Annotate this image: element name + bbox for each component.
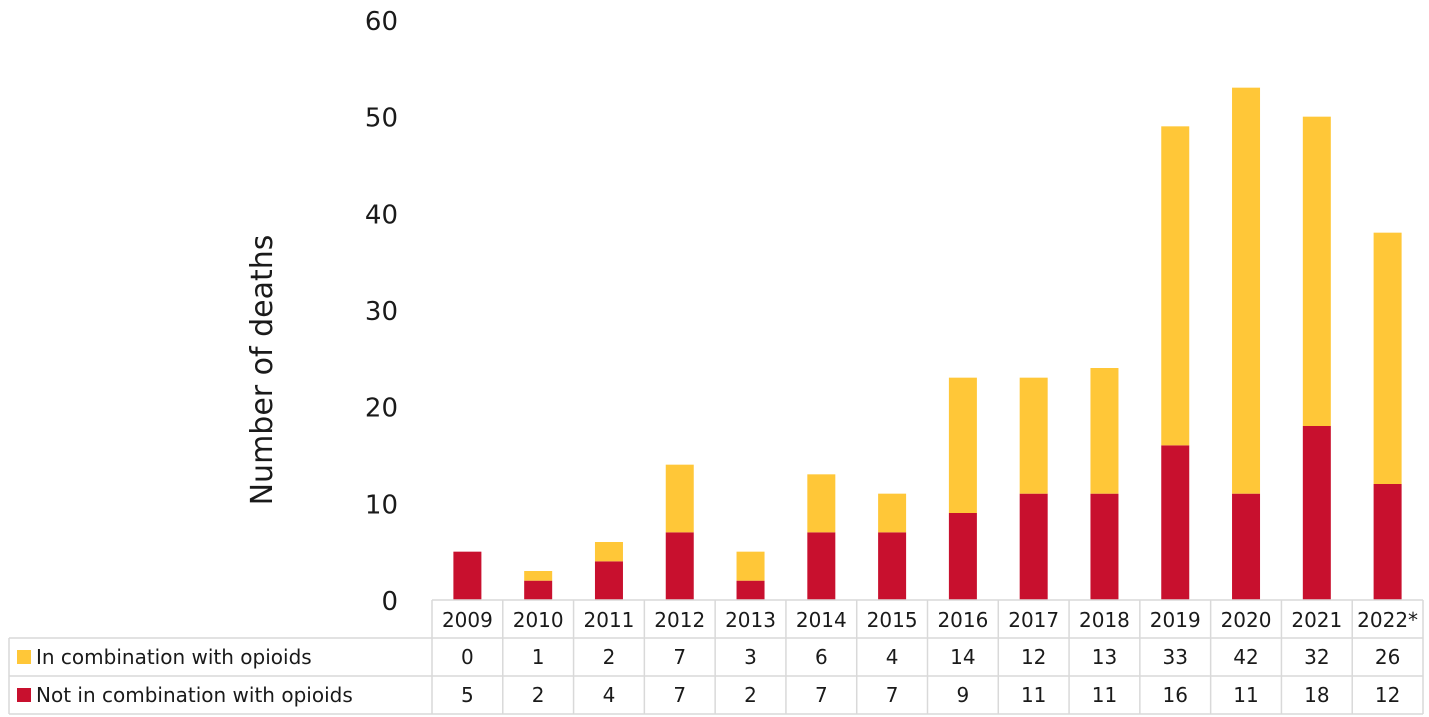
x-tick-label: 2012	[654, 608, 705, 632]
x-tick-label: 2020	[1221, 608, 1272, 632]
bar-segment-series-1-2022*	[1373, 232, 1402, 484]
bar-segment-series-0-2011	[594, 561, 623, 600]
table-cell: 12	[1375, 683, 1400, 707]
x-tick-label: 2015	[867, 608, 918, 632]
x-tick-label: 2016	[937, 608, 988, 632]
legend-label: Not in combination with opioids	[36, 683, 353, 707]
bar-segment-series-1-2019	[1161, 126, 1190, 446]
legend-swatch	[17, 650, 31, 664]
table-cell: 2	[532, 683, 545, 707]
table-cell: 14	[950, 645, 975, 669]
table-cell: 13	[1092, 645, 1117, 669]
x-tick-label: 2009	[442, 608, 493, 632]
bar-segment-series-1-2020	[1232, 87, 1261, 494]
table-cell: 0	[461, 645, 474, 669]
x-tick-label: 2013	[725, 608, 776, 632]
bar-segment-series-1-2014	[807, 474, 836, 533]
bar-segment-series-0-2009	[453, 551, 482, 600]
table-cell: 7	[886, 683, 899, 707]
x-tick-label: 2017	[1008, 608, 1059, 632]
bar-segment-series-0-2010	[524, 580, 553, 600]
table-cell: 42	[1233, 645, 1258, 669]
y-tick-label: 40	[365, 200, 398, 230]
table-cell: 26	[1375, 645, 1400, 669]
table-cell: 11	[1233, 683, 1258, 707]
table-cell: 4	[603, 683, 616, 707]
bar-segment-series-0-2017	[1019, 493, 1048, 600]
table-cell: 1	[532, 645, 545, 669]
bar-segment-series-0-2012	[665, 532, 694, 600]
table-cell: 32	[1304, 645, 1329, 669]
bar-segment-series-0-2022*	[1373, 484, 1402, 600]
y-tick-label: 20	[365, 394, 398, 424]
y-axis-ticks: 0 10 20 30 40 50 60	[365, 7, 398, 617]
bars	[453, 87, 1402, 600]
bar-segment-series-1-2017	[1019, 377, 1048, 494]
x-tick-label: 2022*	[1357, 608, 1418, 632]
table-cell: 7	[673, 683, 686, 707]
bar-segment-series-0-2013	[736, 580, 765, 600]
table-cell: 3	[744, 645, 757, 669]
table-cell: 2	[744, 683, 757, 707]
bar-segment-series-0-2014	[807, 532, 836, 600]
table-cell: 33	[1163, 645, 1188, 669]
y-tick-label: 0	[381, 587, 398, 617]
table-cell: 7	[673, 645, 686, 669]
table-cell: 11	[1092, 683, 1117, 707]
table-cell: 11	[1021, 683, 1046, 707]
table-cell: 4	[886, 645, 899, 669]
bar-segment-series-0-2019	[1161, 445, 1190, 600]
table-cell: 6	[815, 645, 828, 669]
data-table: 2009 2010 2011 2012 2013 2014 2015 2016 2017 2018…	[8, 599, 1424, 715]
bar-segment-series-0-2015	[878, 532, 907, 600]
bar-segment-series-0-2016	[948, 513, 977, 600]
bar-segment-series-1-2016	[948, 377, 977, 513]
table-cell: 12	[1021, 645, 1046, 669]
legend-label: In combination with opioids	[36, 645, 312, 669]
x-tick-label: 2010	[513, 608, 564, 632]
x-tick-label: 2019	[1150, 608, 1201, 632]
y-axis-label: Number of deaths	[245, 235, 280, 506]
bar-segment-series-0-2020	[1232, 493, 1261, 600]
table-cell: 9	[957, 683, 970, 707]
bar-segment-series-1-2011	[594, 542, 623, 562]
y-tick-label: 60	[365, 7, 398, 37]
table-cell: 18	[1304, 683, 1329, 707]
y-tick-label: 10	[365, 490, 398, 520]
y-tick-label: 30	[365, 297, 398, 327]
table-cell: 2	[603, 645, 616, 669]
y-tick-label: 50	[365, 104, 398, 134]
x-tick-label: 2018	[1079, 608, 1130, 632]
bar-segment-series-1-2018	[1090, 368, 1119, 494]
table-cell: 7	[815, 683, 828, 707]
x-tick-label: 2011	[584, 608, 635, 632]
legend-swatch	[17, 688, 31, 702]
bar-segment-series-1-2012	[665, 464, 694, 533]
x-tick-label: 2014	[796, 608, 847, 632]
table-cell: 16	[1163, 683, 1188, 707]
bar-segment-series-1-2013	[736, 551, 765, 581]
bar-segment-series-1-2021	[1302, 116, 1331, 427]
x-tick-label: 2021	[1291, 608, 1342, 632]
table-cell: 5	[461, 683, 474, 707]
bar-segment-series-0-2018	[1090, 493, 1119, 600]
bar-segment-series-0-2021	[1302, 426, 1331, 600]
bar-segment-series-1-2015	[878, 493, 907, 533]
bar-segment-series-1-2010	[524, 571, 553, 581]
